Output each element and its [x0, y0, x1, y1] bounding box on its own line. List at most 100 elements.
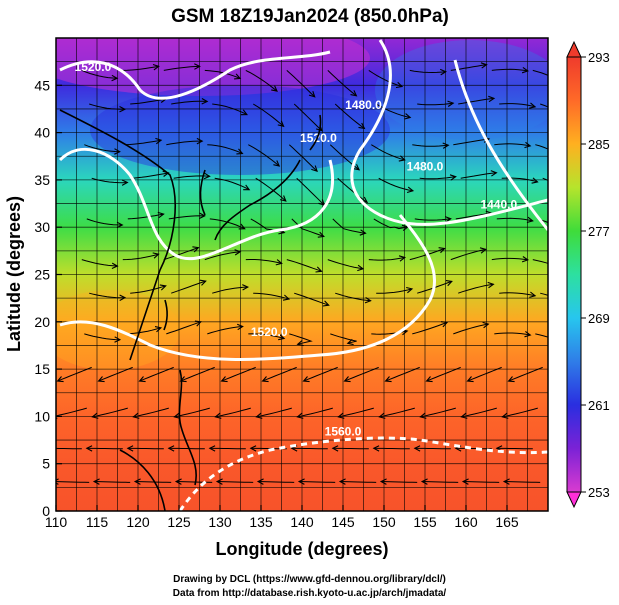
streamline-arrowhead — [111, 74, 119, 82]
streamline — [248, 333, 285, 339]
coastline-taiwan — [163, 299, 168, 331]
streamline-arrowhead — [346, 338, 354, 346]
contour-label: 1440.0 — [480, 197, 517, 211]
streamline — [81, 259, 118, 267]
streamline-arrowhead — [173, 412, 181, 419]
streamline — [494, 143, 531, 147]
streamlines — [56, 62, 548, 485]
streamline — [502, 407, 538, 418]
contour-1520-south — [59, 214, 436, 361]
streamline — [496, 447, 533, 450]
colorbar-tick-label: 269 — [588, 311, 610, 326]
streamline-arrowhead — [447, 100, 455, 107]
streamline-arrowhead — [353, 164, 361, 171]
contour-label: 1480.0 — [345, 98, 382, 112]
streamline — [458, 283, 494, 294]
streamline-arrowhead — [488, 95, 496, 103]
streamline-arrowhead — [234, 249, 242, 256]
streamline — [373, 447, 410, 450]
streamline — [286, 259, 322, 272]
streamline-arrowhead — [132, 412, 140, 419]
streamline-arrowhead — [445, 280, 453, 287]
streamline — [86, 447, 123, 450]
streamline — [453, 323, 489, 335]
streamline — [378, 177, 413, 192]
streamline-arrowhead — [524, 330, 532, 338]
streamline-arrowhead — [255, 412, 263, 419]
x-tick-label: 165 — [495, 514, 519, 530]
streamline — [337, 177, 368, 203]
x-tick-label: 155 — [413, 514, 437, 530]
streamline-arrowhead — [350, 90, 358, 97]
streamline — [375, 103, 411, 118]
streamline-arrowhead — [502, 478, 510, 485]
streamline-arrowhead — [297, 478, 305, 485]
streamline-arrowhead — [531, 177, 539, 184]
streamline-arrowhead — [322, 300, 330, 307]
streamline-arrowhead — [279, 195, 287, 202]
streamline-arrowhead — [482, 321, 490, 329]
streamline-arrowhead — [460, 412, 468, 419]
streamline-arrowhead — [480, 62, 488, 69]
streamline-arrowhead — [311, 165, 318, 173]
streamline-arrowhead — [56, 376, 64, 383]
streamline — [414, 447, 451, 450]
streamline — [163, 247, 199, 261]
cold-pool-japan — [90, 85, 390, 175]
contour-1520-mid — [58, 147, 335, 261]
streamline — [414, 218, 451, 221]
streamline — [288, 144, 318, 172]
streamline-arrowhead — [419, 412, 427, 419]
coastline-borneo — [119, 449, 166, 511]
y-tick-label: 10 — [34, 408, 50, 424]
streamline-arrowhead — [524, 141, 532, 149]
streamline — [89, 103, 125, 110]
streamline — [286, 70, 316, 98]
streamline-arrowhead — [240, 109, 248, 116]
streamline — [84, 144, 120, 153]
streamline — [214, 177, 250, 191]
streamline-arrowhead — [85, 445, 93, 452]
streamline-arrowhead — [379, 478, 387, 485]
x-tick-label: 110 — [45, 514, 68, 530]
streamline — [296, 177, 325, 206]
streamline-arrowhead — [273, 160, 281, 167]
streamline — [297, 407, 333, 418]
streamline — [56, 447, 82, 450]
streamline-arrowhead — [201, 98, 209, 105]
streamline-arrowhead — [192, 246, 200, 253]
streamline — [291, 218, 324, 237]
streamline — [56, 481, 90, 483]
streamline-arrowhead — [199, 212, 206, 219]
streamline-arrowhead — [174, 478, 182, 485]
x-axis: 110 115 120 125 130 135 140 145 150 155 160 165 — [45, 505, 519, 530]
y-tick-label: 30 — [34, 219, 50, 235]
streamline — [262, 366, 297, 382]
streamline — [409, 69, 446, 74]
x-tick-label: 120 — [126, 514, 150, 530]
colorbar-tick-label: 277 — [588, 224, 610, 239]
streamline-arrowhead — [439, 68, 447, 76]
y-tick-label: 5 — [42, 456, 50, 472]
x-tick-label: 115 — [86, 514, 109, 530]
streamline — [458, 97, 495, 105]
streamline — [212, 286, 248, 294]
streamline — [168, 447, 205, 450]
streamline-arrowhead — [238, 223, 246, 230]
streamline — [84, 333, 120, 341]
x-tick-label: 150 — [372, 514, 396, 530]
streamline — [293, 103, 323, 132]
colorbar-tick-label: 285 — [588, 137, 610, 152]
streamline — [215, 407, 251, 418]
streamline-arrowhead — [157, 211, 165, 219]
streamline-arrowhead — [337, 412, 345, 419]
y-tick-label: 25 — [34, 267, 50, 283]
y-tick-label: 35 — [34, 172, 50, 188]
streamline — [245, 259, 282, 264]
colorbar-ticks: 253 261 269 277 285 293 — [581, 50, 610, 500]
contour-label: 1520.0 — [251, 325, 288, 339]
streamline-arrowhead — [152, 252, 160, 259]
streamline — [332, 447, 369, 450]
streamline — [166, 321, 201, 335]
streamline — [130, 285, 166, 294]
